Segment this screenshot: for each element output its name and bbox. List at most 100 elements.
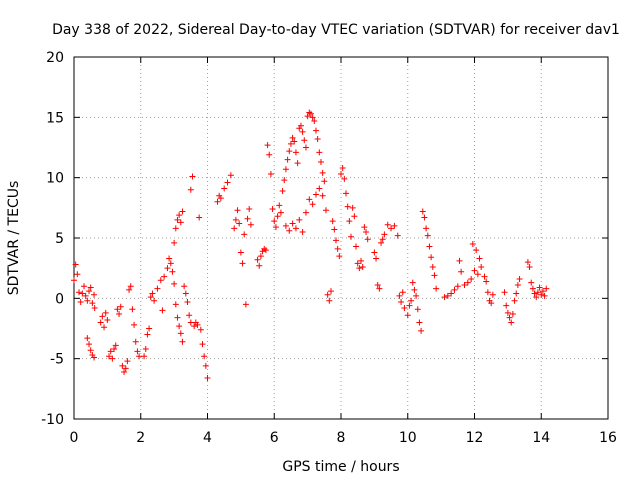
x-tick-label: 12 — [466, 430, 484, 446]
data-point — [246, 206, 253, 213]
data-point — [384, 221, 391, 228]
data-point — [179, 338, 186, 345]
data-point — [187, 319, 194, 326]
data-point — [349, 204, 356, 211]
data-point — [541, 292, 548, 299]
data-point — [291, 138, 298, 145]
data-point — [74, 271, 81, 278]
data-point — [179, 208, 186, 215]
data-point — [509, 311, 516, 318]
data-point — [264, 142, 271, 149]
data-point — [171, 280, 178, 287]
data-point — [287, 140, 294, 147]
data-point — [186, 312, 193, 319]
data-point — [301, 137, 308, 144]
data-point — [159, 307, 166, 314]
data-point — [174, 314, 181, 321]
data-point — [321, 178, 328, 185]
data-point — [174, 216, 181, 223]
data-point — [79, 290, 86, 297]
data-point — [488, 300, 495, 307]
data-point — [202, 362, 209, 369]
data-point — [271, 218, 278, 225]
data-point — [374, 282, 381, 289]
data-point — [141, 353, 148, 360]
data-point — [131, 321, 138, 328]
data-points — [71, 109, 550, 381]
data-point — [513, 290, 520, 297]
data-point — [339, 165, 346, 172]
data-point — [231, 225, 238, 232]
data-point — [294, 160, 301, 167]
data-point — [406, 302, 413, 309]
data-point — [292, 149, 299, 156]
data-point — [176, 323, 183, 330]
data-point — [199, 341, 206, 348]
data-point — [341, 175, 348, 182]
data-point — [114, 306, 121, 313]
data-point — [388, 225, 395, 232]
data-point — [234, 207, 241, 214]
data-point — [86, 288, 93, 295]
data-point — [84, 297, 91, 304]
plot-frame — [73, 56, 609, 420]
data-point — [346, 218, 353, 225]
x-tick-label: 8 — [337, 430, 346, 446]
data-point — [204, 374, 211, 381]
data-point — [511, 297, 518, 304]
y-tick-label: -5 — [50, 352, 64, 368]
data-point — [169, 268, 176, 275]
data-point — [197, 326, 204, 333]
data-point — [77, 298, 84, 305]
data-point — [289, 134, 296, 141]
data-point — [533, 294, 540, 301]
data-point — [237, 249, 244, 256]
data-point — [201, 353, 208, 360]
data-point — [528, 279, 535, 286]
data-point — [177, 330, 184, 337]
data-point — [91, 291, 98, 298]
data-point — [149, 290, 156, 297]
data-point — [464, 279, 471, 286]
data-point — [461, 282, 468, 289]
data-point — [506, 314, 513, 321]
data-point — [299, 128, 306, 135]
data-point — [433, 285, 440, 292]
data-point — [489, 291, 496, 298]
data-point — [104, 317, 111, 324]
data-point — [312, 191, 319, 198]
data-point — [296, 216, 303, 223]
data-point — [89, 300, 96, 307]
data-point — [336, 253, 343, 260]
data-point — [363, 228, 370, 235]
data-point — [424, 232, 431, 239]
data-point — [172, 301, 179, 308]
data-point — [191, 323, 198, 330]
data-point — [534, 289, 541, 296]
data-point — [107, 348, 114, 355]
data-point — [122, 365, 129, 372]
data-point — [304, 113, 311, 120]
data-point — [161, 273, 168, 280]
data-point — [292, 225, 299, 232]
data-point — [354, 260, 361, 267]
data-point — [358, 257, 365, 264]
data-point — [124, 358, 131, 365]
data-point — [91, 354, 98, 361]
data-point — [468, 276, 475, 283]
data-point — [164, 265, 171, 272]
data-point — [344, 203, 351, 210]
data-point — [426, 243, 433, 250]
data-point — [184, 298, 191, 305]
x-tick-label: 16 — [599, 430, 617, 446]
data-point — [416, 319, 423, 326]
data-point — [71, 277, 77, 284]
data-point — [458, 268, 465, 275]
data-point — [289, 220, 296, 227]
data-point — [167, 260, 174, 267]
data-point — [414, 306, 421, 313]
data-point — [423, 225, 430, 232]
data-point — [364, 236, 371, 243]
data-point — [242, 301, 249, 308]
data-point — [177, 219, 184, 226]
